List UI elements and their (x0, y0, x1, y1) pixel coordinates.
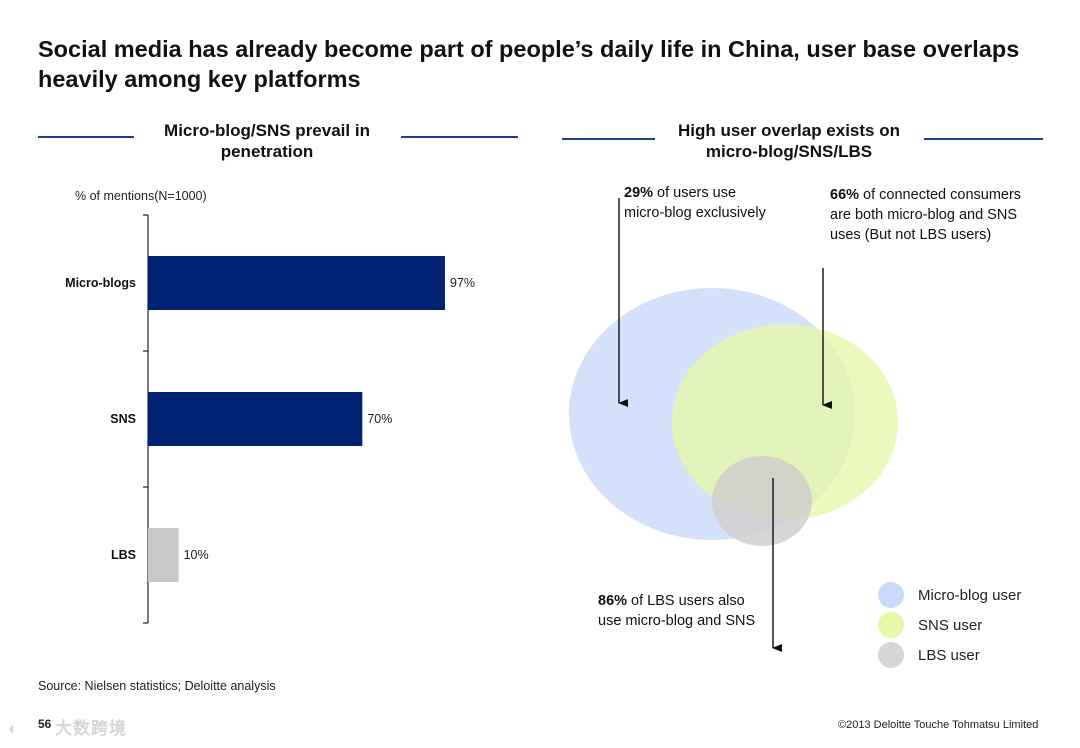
venn-legend: Micro-blog user SNS user LBS user (878, 582, 1021, 668)
axis-note: % of mentions(N=1000) (75, 189, 207, 203)
legend-label-sns: SNS user (918, 616, 983, 634)
legend-item-lbs: LBS user (878, 642, 1021, 668)
legend-swatch-sns (878, 612, 904, 638)
bar-category-label-sns: SNS (110, 412, 136, 426)
legend-swatch-lbs (878, 642, 904, 668)
annotation-2-value: 66% (830, 187, 860, 203)
bar-value-label-sns: 70% (367, 412, 392, 426)
page-number: 56 (38, 717, 52, 731)
bar-chart-marks: Micro-blogs 97% SNS 70% LBS 10% (65, 256, 475, 582)
right-heading-rule-left (562, 138, 655, 140)
bar-value-label-lbs: 10% (184, 548, 209, 562)
venn-lbs-circle (712, 456, 812, 546)
annotation-1-text: of users use micro-blog exclusively (624, 185, 766, 221)
page-title: Social media has already become part of … (38, 36, 1020, 92)
bar-value-label-micro-blogs: 97% (450, 276, 475, 290)
legend-swatch-microblog (878, 582, 904, 608)
watermark-text: 大数跨境 (55, 719, 128, 738)
annotation-lbs: 86% of LBS users also use micro-blog and… (598, 591, 758, 631)
bar-category-label-lbs: LBS (111, 548, 136, 562)
legend-item-sns: SNS user (878, 612, 1021, 638)
bar-sns (148, 392, 363, 446)
legend-label-lbs: LBS user (918, 646, 980, 664)
watermark-logo-icon: ◐ (8, 719, 20, 738)
watermark: ◐ 大数跨境 (8, 714, 127, 739)
annotation-2-text: of connected consumers are both micro-bl… (830, 187, 1022, 243)
right-section-heading: High user overlap exists on micro-blog/S… (677, 121, 900, 161)
bar-chart: Micro-blogs 97% SNS 70% LBS 10% (65, 214, 475, 624)
bar-category-label-micro-blogs: Micro-blogs (65, 276, 136, 290)
annotation-microblog-sns: 66% of connected consumers are both micr… (830, 185, 1045, 245)
annotation-3-text: of LBS users also use micro-blog and SNS (598, 593, 756, 629)
annotation-3-value: 86% (598, 593, 628, 609)
bar-micro-blogs (148, 256, 445, 310)
copyright: ©2013 Deloitte Touche Tohmatsu Limited (838, 719, 1039, 731)
left-heading-rule-left (38, 136, 134, 138)
bar-lbs (148, 528, 179, 582)
left-heading-rule-right (401, 136, 518, 138)
legend-item-microblog: Micro-blog user (878, 582, 1021, 608)
source-note: Source: Nielsen statistics; Deloitte ana… (38, 679, 276, 693)
annotation-microblog-exclusive: 29% of users use micro-blog exclusively (624, 183, 774, 223)
bar-chart-axis (143, 214, 149, 624)
annotation-1-value: 29% (624, 185, 654, 201)
right-heading-rule-right (924, 138, 1043, 140)
legend-label-microblog: Micro-blog user (918, 586, 1022, 604)
left-section-heading: Micro-blog/SNS prevail in penetration (164, 121, 370, 161)
venn-diagram (569, 198, 898, 652)
